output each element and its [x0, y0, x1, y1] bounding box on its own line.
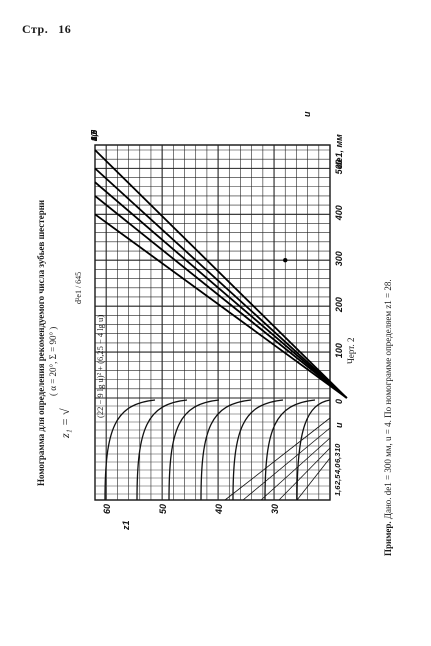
series-line-u-4,0 — [94, 181, 348, 399]
u-axis-label-bottom: u — [334, 422, 344, 428]
plot-frame — [94, 144, 331, 501]
u-curve — [168, 399, 220, 501]
series-line-u-6,3 — [94, 195, 348, 399]
u-label-bottom: 2,5 — [333, 474, 342, 486]
example-label: Пример. — [383, 521, 393, 556]
u-curve — [296, 399, 331, 501]
y-tick-label: 60 — [102, 504, 112, 514]
u-curve — [104, 399, 156, 501]
u-label-bottom: 1,6 — [333, 485, 342, 496]
u-label-top: 1,6 — [90, 129, 99, 141]
u-scale-line — [224, 417, 331, 501]
series-line-u-2,5 — [94, 167, 348, 399]
series-line-u-10 — [94, 213, 348, 399]
page-label-text: Стр. — [22, 22, 49, 36]
y-tick-label: 30 — [270, 504, 280, 514]
u-label-top: 2,5 — [90, 129, 99, 142]
u-label-bottom: 6,3 — [333, 452, 342, 463]
u-curve — [200, 399, 252, 501]
u-label-bottom: 4,0 — [333, 463, 342, 475]
page-number: Стр. 16 — [22, 22, 71, 37]
series-line-u-1,6 — [94, 149, 348, 399]
y-tick-label: 40 — [214, 504, 224, 515]
u-scale-line — [278, 447, 331, 501]
x-tick-label: 200 — [334, 297, 344, 313]
x-axis-label: de1, мм — [334, 134, 344, 168]
u-scale-line — [260, 437, 331, 501]
u-scale-line — [296, 457, 331, 501]
page-number-value: 16 — [58, 22, 72, 36]
example-point — [283, 258, 288, 263]
x-tick-label: 100 — [334, 343, 344, 358]
u-label-top: 6,3 — [90, 129, 99, 141]
figure-caption: Черт. 2 — [346, 337, 356, 364]
u-curve — [136, 399, 188, 501]
y-tick-label: 50 — [158, 504, 168, 514]
example-text: Пример. Дано. de1 = 300 мм, u = 4. По но… — [383, 279, 393, 556]
u-axis-label-top: u — [302, 111, 312, 117]
u-curve — [264, 399, 316, 501]
u-label-top: 10 — [90, 132, 99, 141]
x-tick-label: 300 — [334, 251, 344, 266]
x-tick-label: 400 — [334, 205, 344, 221]
x-tick-label: 0 — [334, 399, 344, 404]
u-curve — [232, 399, 284, 501]
u-scale-line — [242, 427, 331, 501]
u-label-bottom: 10 — [333, 443, 342, 452]
example-body: Дано. de1 = 300 мм, u = 4. По номограмме… — [383, 279, 393, 520]
x-tick-label: 500 — [334, 159, 344, 174]
y-axis-label: z1 — [121, 520, 131, 531]
u-label-top: 4,0 — [90, 129, 99, 142]
